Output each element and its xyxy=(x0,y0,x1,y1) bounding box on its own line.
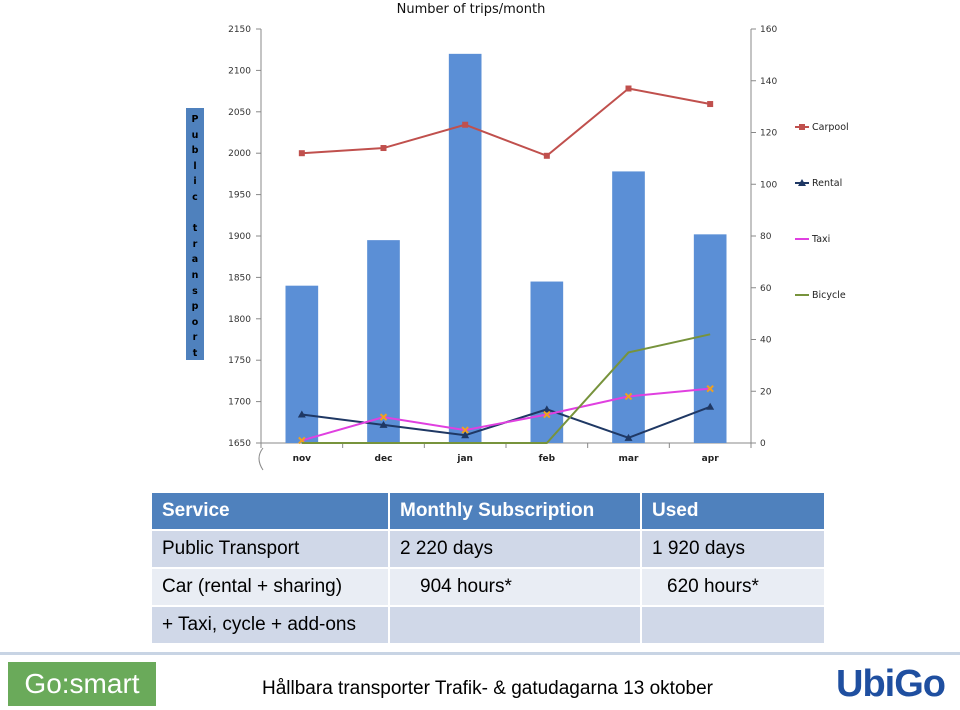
left-tick-label: 2100 xyxy=(228,66,251,76)
right-tick-label: 140 xyxy=(760,77,777,87)
right-tick-label: 120 xyxy=(760,129,777,139)
table-cell xyxy=(388,605,642,645)
y-axis-label-letter: r xyxy=(192,238,198,250)
table-cell: + Taxi, cycle + add-ons xyxy=(150,605,390,645)
right-tick-label: 0 xyxy=(760,439,766,449)
y-axis-label-letter: r xyxy=(192,332,198,344)
bar-public-transport xyxy=(448,53,482,444)
left-tick-label: 1800 xyxy=(228,315,251,325)
y-axis-label-letter: t xyxy=(192,347,198,359)
bar-public-transport xyxy=(367,240,400,443)
y-axis-label-letter: a xyxy=(191,254,199,266)
legend-label-taxi: Taxi xyxy=(811,234,830,245)
y-axis-label-letter: t xyxy=(192,223,198,235)
marker-taxi xyxy=(624,392,633,401)
table-cell: Public Transport xyxy=(150,529,390,569)
table-header-subscription: Monthly Subscription xyxy=(388,491,642,531)
x-tick-label: nov xyxy=(293,454,312,464)
line-carpool xyxy=(301,87,711,157)
marker-carpool xyxy=(625,85,632,92)
table-row: + Taxi, cycle + add-ons xyxy=(150,605,826,645)
left-tick-label: 1750 xyxy=(228,356,251,366)
x-tick-label: feb xyxy=(539,454,556,464)
marker-rental xyxy=(379,420,388,428)
legend-label-bicycle: Bicycle xyxy=(812,290,846,301)
right-tick-label: 80 xyxy=(760,232,772,242)
y-axis-label-letter xyxy=(193,206,196,222)
x-tick-label: apr xyxy=(702,454,720,464)
trips-chart: Number of trips/month 1650 1700 1750 1800 18… xyxy=(228,2,849,471)
table-cell: 620 hours* xyxy=(640,567,826,607)
table-header-used: Used xyxy=(640,491,826,531)
y-axis-label-letter: n xyxy=(191,269,199,281)
left-tick-label: 2150 xyxy=(228,25,251,35)
gosmart-logo: Go:smart xyxy=(8,662,156,706)
marker-rental xyxy=(542,405,551,413)
line-bicycle xyxy=(301,333,711,444)
legend-marker xyxy=(799,124,805,130)
table-cell: 904 hours* xyxy=(388,567,642,607)
marker-rental xyxy=(461,431,470,439)
bar-public-transport xyxy=(285,285,319,443)
table-header-service: Service xyxy=(150,491,390,531)
marker-carpool xyxy=(298,150,305,157)
table-cell xyxy=(640,605,826,645)
table-row: Public Transport 2 220 days 1 920 days xyxy=(150,529,826,569)
footer-text: Hållbara transporter Trafik- & gatudagar… xyxy=(262,678,713,699)
chart-title: Number of trips/month xyxy=(397,2,546,17)
line-taxi xyxy=(301,387,711,442)
plot-area: 1650 1700 1750 1800 1850 1900 1950 2000 2050 2100… xyxy=(228,25,849,471)
footer-divider xyxy=(0,652,960,655)
y-axis-label-letter: i xyxy=(193,176,197,188)
subscription-table: Service Monthly Subscription Used Public… xyxy=(150,491,826,645)
marker-carpool xyxy=(543,152,550,159)
y-axis-label-letter: l xyxy=(193,160,197,172)
y-axis-label-letter: s xyxy=(192,285,198,297)
x-tick-label: dec xyxy=(375,454,393,464)
marker-carpool xyxy=(707,101,714,108)
marker-taxi xyxy=(706,384,714,393)
axis-break-mark xyxy=(258,447,264,471)
y-axis-label-letter: b xyxy=(191,145,199,157)
bar-public-transport xyxy=(612,171,645,443)
table-cell: Car (rental + sharing) xyxy=(150,567,390,607)
left-tick-label: 1900 xyxy=(228,232,251,242)
marker-carpool xyxy=(380,145,387,152)
x-tick-label: mar xyxy=(619,454,639,464)
marker-rental xyxy=(706,402,715,410)
y-axis-label-letter: u xyxy=(191,129,199,141)
table-cell: 1 920 days xyxy=(640,529,826,569)
table-cell: 2 220 days xyxy=(388,529,642,569)
left-tick-label: 2050 xyxy=(228,108,251,118)
left-tick-label: 1700 xyxy=(228,398,251,408)
right-tick-label: 20 xyxy=(760,387,772,397)
left-tick-label: 1850 xyxy=(228,273,251,283)
left-tick-label: 1650 xyxy=(228,439,251,449)
y-axis-label-letter: o xyxy=(191,316,199,328)
marker-carpool xyxy=(462,121,469,128)
left-tick-label: 2000 xyxy=(228,149,251,159)
x-tick-label: jan xyxy=(456,454,473,464)
left-tick-label: 1950 xyxy=(228,191,251,201)
y-axis-label-letter: p xyxy=(191,301,199,313)
y-axis-label-letter: P xyxy=(191,114,199,125)
marker-taxi xyxy=(543,410,551,419)
right-tick-label: 100 xyxy=(760,180,777,190)
y-axis-label-letter: c xyxy=(192,191,198,203)
table-row: Car (rental + sharing) 904 hours* 620 ho… xyxy=(150,567,826,607)
right-tick-label: 40 xyxy=(760,336,772,346)
right-tick-label: 60 xyxy=(760,284,772,294)
legend-label-rental: Rental xyxy=(812,178,842,189)
marker-rental xyxy=(297,410,306,418)
right-tick-label: 160 xyxy=(760,25,777,35)
marker-rental xyxy=(624,433,633,441)
marker-taxi xyxy=(461,426,469,434)
marker-taxi xyxy=(379,413,388,421)
bar-public-transport xyxy=(530,281,564,443)
ubigo-logo: UbiGo xyxy=(836,663,946,705)
legend-marker xyxy=(798,179,806,186)
legend-label-carpool: Carpool xyxy=(812,122,849,133)
